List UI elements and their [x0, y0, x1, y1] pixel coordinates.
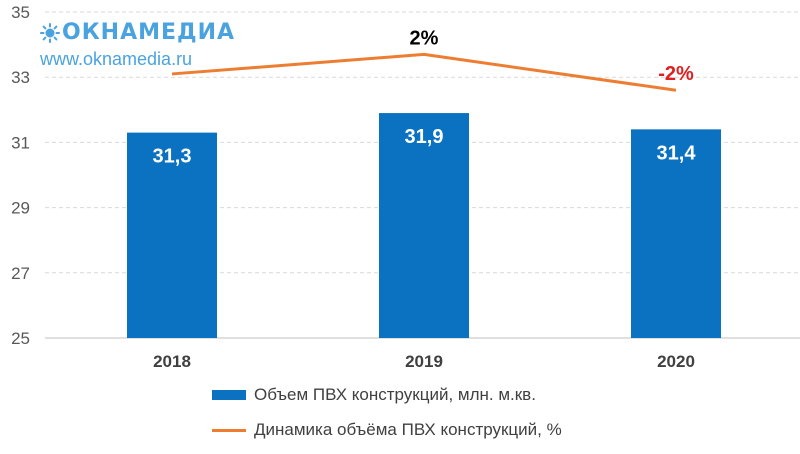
dynamics-value-label: -2% [658, 63, 694, 85]
bar-value-label: 31,3 [153, 146, 192, 168]
oknamedia-logo: ОКНАМЕДИА www.oknamedia.ru [40, 22, 235, 68]
logo-url: www.oknamedia.ru [40, 49, 193, 69]
legend: Объем ПВХ конструкций, млн. м.кв. Динами… [212, 384, 562, 454]
x-axis-ticks: 2018 2019 2020 [153, 352, 695, 371]
dynamics-value-label: 2% [410, 27, 439, 49]
x-tick-label: 2020 [657, 352, 695, 371]
y-tick-label: 35 [11, 3, 30, 22]
dynamics-labels: 2% -2% [410, 27, 694, 85]
bar-2019 [379, 113, 469, 338]
y-tick-label: 29 [11, 199, 30, 218]
dynamics-line [171, 52, 677, 92]
x-tick-label: 2019 [405, 352, 443, 371]
bars [127, 113, 721, 338]
bar-labels: 31,3 31,9 31,4 [153, 126, 697, 168]
bar-value-label: 31,9 [405, 126, 444, 148]
bar-value-label: 31,4 [657, 142, 697, 164]
legend-swatch-line [212, 428, 246, 432]
legend-label-dynamics: Динамика объёма ПВХ конструкций, % [254, 420, 562, 439]
y-tick-label: 31 [11, 133, 30, 152]
y-tick-label: 27 [11, 264, 30, 283]
x-tick-label: 2018 [153, 352, 191, 371]
legend-item-dynamics: Динамика объёма ПВХ конструкций, % [212, 419, 562, 441]
legend-label-volume: Объем ПВХ конструкций, млн. м.кв. [254, 385, 536, 404]
dynamics-line-path [171, 52, 677, 92]
bar-2020 [631, 129, 721, 338]
y-tick-label: 25 [11, 329, 30, 348]
legend-swatch-bar [212, 390, 246, 400]
logo-text: ОКНАМЕДИА [62, 20, 236, 45]
legend-item-volume: Объем ПВХ конструкций, млн. м.кв. [212, 384, 562, 406]
sun-icon [40, 23, 60, 43]
y-axis-ticks: 25 27 29 31 33 35 [11, 3, 30, 348]
bar-2018 [127, 132, 217, 338]
y-tick-label: 33 [11, 68, 30, 87]
